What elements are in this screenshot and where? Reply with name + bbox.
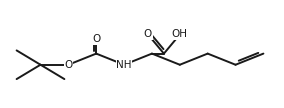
Text: NH: NH [116, 60, 132, 70]
Text: O: O [144, 29, 152, 40]
Text: O: O [64, 60, 72, 70]
Text: O: O [92, 34, 100, 44]
Text: OH: OH [172, 29, 188, 40]
